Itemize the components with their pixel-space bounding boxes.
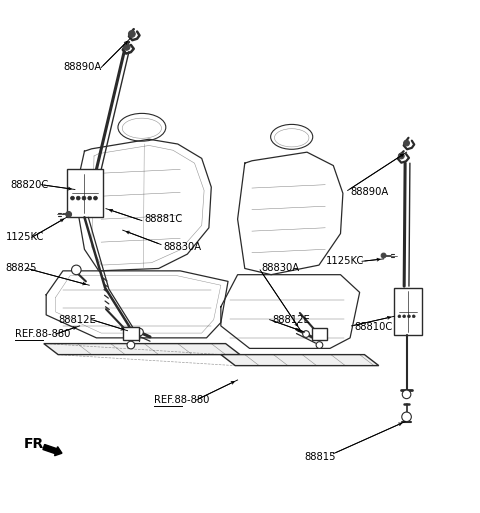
Circle shape (403, 315, 406, 318)
Circle shape (398, 153, 404, 159)
Bar (312, 328, 327, 340)
Polygon shape (44, 344, 240, 354)
Circle shape (88, 196, 92, 200)
Text: 1125KC: 1125KC (326, 256, 364, 266)
Text: REF.88-880: REF.88-880 (154, 395, 209, 405)
Circle shape (381, 253, 386, 258)
Text: 88890A: 88890A (350, 187, 388, 197)
Text: REF.88-880: REF.88-880 (15, 329, 71, 339)
Circle shape (316, 342, 323, 348)
Circle shape (123, 44, 130, 50)
Text: 1125KC: 1125KC (5, 232, 44, 242)
Circle shape (94, 196, 97, 200)
Circle shape (71, 196, 74, 200)
Text: 88825: 88825 (5, 264, 37, 273)
Text: 88890A: 88890A (63, 63, 101, 72)
Circle shape (402, 390, 411, 399)
Circle shape (404, 140, 409, 146)
Text: 88830A: 88830A (163, 242, 202, 252)
Circle shape (82, 196, 86, 200)
Polygon shape (221, 354, 379, 366)
Circle shape (129, 31, 135, 37)
Circle shape (76, 196, 80, 200)
Bar (123, 327, 140, 340)
Circle shape (303, 331, 310, 338)
Text: 88815: 88815 (305, 451, 336, 462)
Text: 88812E: 88812E (58, 314, 96, 325)
Text: 88830A: 88830A (262, 264, 300, 273)
Circle shape (66, 211, 72, 217)
Circle shape (136, 328, 144, 336)
Text: 88812E: 88812E (272, 314, 310, 325)
Circle shape (412, 315, 415, 318)
Bar (67, 169, 103, 217)
FancyArrow shape (43, 444, 62, 456)
Circle shape (408, 315, 410, 318)
Circle shape (398, 315, 401, 318)
Circle shape (127, 341, 135, 349)
Text: 88881C: 88881C (144, 214, 182, 224)
Bar (394, 288, 422, 336)
Text: 88810C: 88810C (354, 322, 392, 332)
Circle shape (72, 265, 81, 274)
Text: FR.: FR. (24, 437, 49, 451)
Circle shape (402, 412, 411, 422)
Text: 88820C: 88820C (10, 180, 48, 190)
